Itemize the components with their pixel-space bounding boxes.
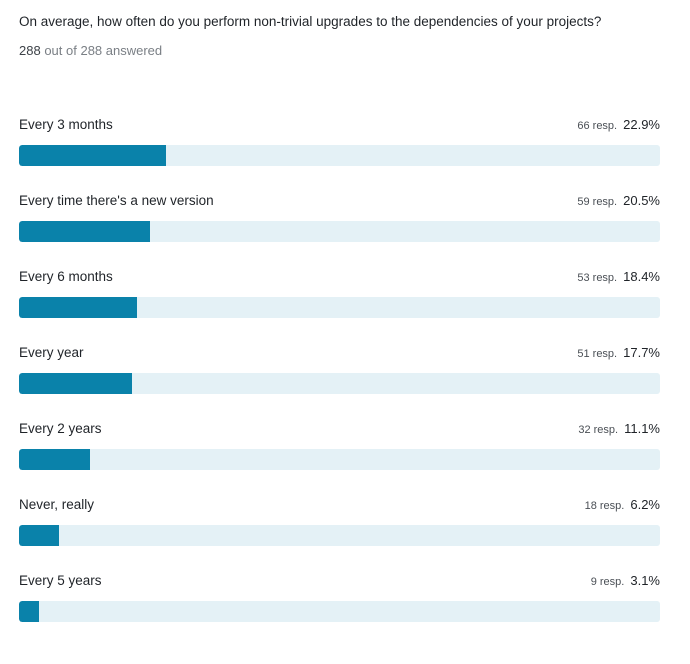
bar-category-label: Never, really	[19, 497, 95, 512]
bar-response-count: 32	[578, 424, 591, 436]
resp-unit-label: resp.	[599, 500, 625, 512]
bar-response-count: 53	[577, 272, 590, 284]
resp-unit-label: resp.	[592, 348, 618, 360]
bar-fill	[19, 297, 137, 318]
bar-percent-label: 20.5%	[623, 193, 660, 208]
resp-unit-label: resp.	[599, 576, 625, 588]
bar-track	[19, 145, 660, 166]
bar-fill	[19, 601, 39, 622]
bar-percent-label: 17.7%	[623, 345, 660, 360]
answered-suffix: out of 288 answered	[44, 43, 163, 58]
resp-unit-label: resp.	[592, 196, 618, 208]
bar-category-label: Every 3 months	[19, 117, 113, 132]
resp-unit-label: resp.	[592, 272, 618, 284]
bar-fill	[19, 525, 59, 546]
bar-stats: 9 resp. 3.1%	[591, 573, 660, 588]
bar-fill	[19, 449, 91, 470]
bar-chart: Every 3 months 66 resp. 22.9% Every time…	[19, 117, 660, 649]
bar-row: Every 3 months 66 resp. 22.9%	[19, 117, 660, 193]
bar-percent-label: 6.2%	[630, 497, 660, 512]
bar-track	[19, 297, 660, 318]
bar-stats: 51 resp. 17.7%	[577, 345, 660, 360]
bar-stats: 59 resp. 20.5%	[577, 193, 660, 208]
bar-stats: 18 resp. 6.2%	[585, 497, 660, 512]
bar-percent-label: 18.4%	[623, 269, 660, 284]
bar-category-label: Every 6 months	[19, 269, 113, 284]
bar-response-count: 18	[584, 500, 597, 512]
resp-unit-label: resp.	[593, 424, 619, 436]
bar-response-count: 66	[577, 120, 590, 132]
bar-track	[19, 525, 660, 546]
bar-percent-label: 3.1%	[630, 573, 660, 588]
bar-row: Every 5 years 9 resp. 3.1%	[19, 573, 660, 649]
bar-row: Every year 51 resp. 17.7%	[19, 345, 660, 421]
bar-track	[19, 221, 660, 242]
bar-category-label: Every 2 years	[19, 421, 102, 436]
bar-fill	[19, 373, 133, 394]
bar-track	[19, 449, 660, 470]
bar-stats: 53 resp. 18.4%	[577, 269, 660, 284]
bar-response-count: 9	[590, 576, 597, 588]
question-title: On average, how often do you perform non…	[19, 14, 602, 29]
answered-count: 288	[19, 43, 41, 58]
bar-stats: 66 resp. 22.9%	[577, 117, 660, 132]
bar-stats: 32 resp. 11.1%	[578, 421, 660, 436]
bar-response-count: 51	[577, 348, 590, 360]
answered-summary: 288 out of 288 answered	[19, 43, 162, 58]
bar-row: Every 6 months 53 resp. 18.4%	[19, 269, 660, 345]
bar-track	[19, 373, 660, 394]
bar-response-count: 59	[577, 196, 590, 208]
resp-unit-label: resp.	[592, 120, 618, 132]
bar-category-label: Every time there's a new version	[19, 193, 214, 208]
bar-fill	[19, 145, 166, 166]
bar-percent-label: 22.9%	[623, 117, 660, 132]
bar-category-label: Every 5 years	[19, 573, 102, 588]
bar-track	[19, 601, 660, 622]
bar-row: Every 2 years 32 resp. 11.1%	[19, 421, 660, 497]
bar-category-label: Every year	[19, 345, 84, 360]
bar-percent-label: 11.1%	[624, 421, 660, 436]
bar-fill	[19, 221, 151, 242]
bar-row: Never, really 18 resp. 6.2%	[19, 497, 660, 573]
bar-row: Every time there's a new version 59 resp…	[19, 193, 660, 269]
